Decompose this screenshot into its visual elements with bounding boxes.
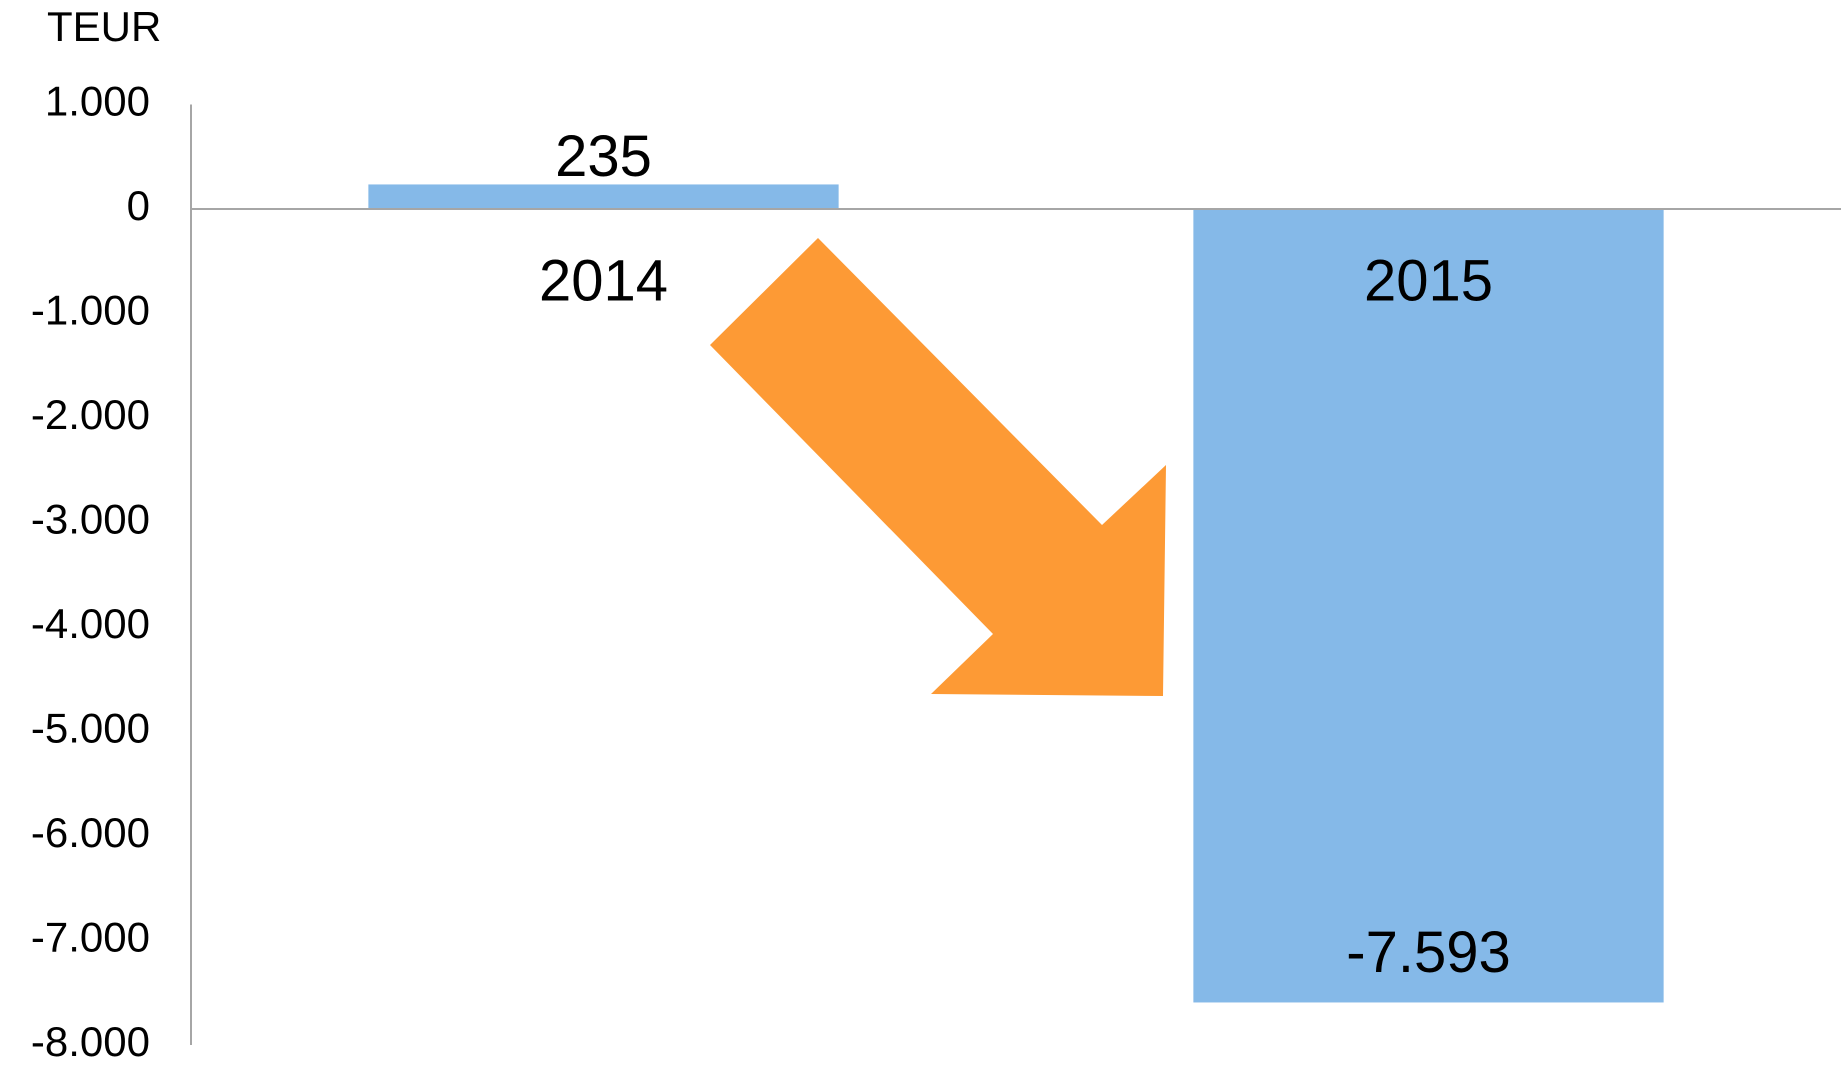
data-label: -7.593 <box>1346 920 1510 985</box>
trend-arrow <box>710 238 1166 696</box>
y-tick-label: -7.000 <box>31 914 150 961</box>
y-tick-label: 0 <box>127 182 150 229</box>
data-label: 235 <box>555 124 652 189</box>
y-tick-label: -8.000 <box>31 1018 150 1065</box>
y-tick-label: -3.000 <box>31 496 150 543</box>
y-axis-label: TEUR <box>47 3 161 50</box>
y-tick-label: 1.000 <box>45 78 150 125</box>
y-tick-label: -2.000 <box>31 391 150 438</box>
x-tick-label: 2015 <box>1364 248 1493 313</box>
y-tick-label: -4.000 <box>31 600 150 647</box>
bar <box>1193 209 1664 1003</box>
bar <box>368 184 839 209</box>
x-tick-label: 2014 <box>539 248 668 313</box>
y-tick-label: -1.000 <box>31 287 150 334</box>
y-tick-label: -5.000 <box>31 705 150 752</box>
y-tick-label: -6.000 <box>31 809 150 856</box>
